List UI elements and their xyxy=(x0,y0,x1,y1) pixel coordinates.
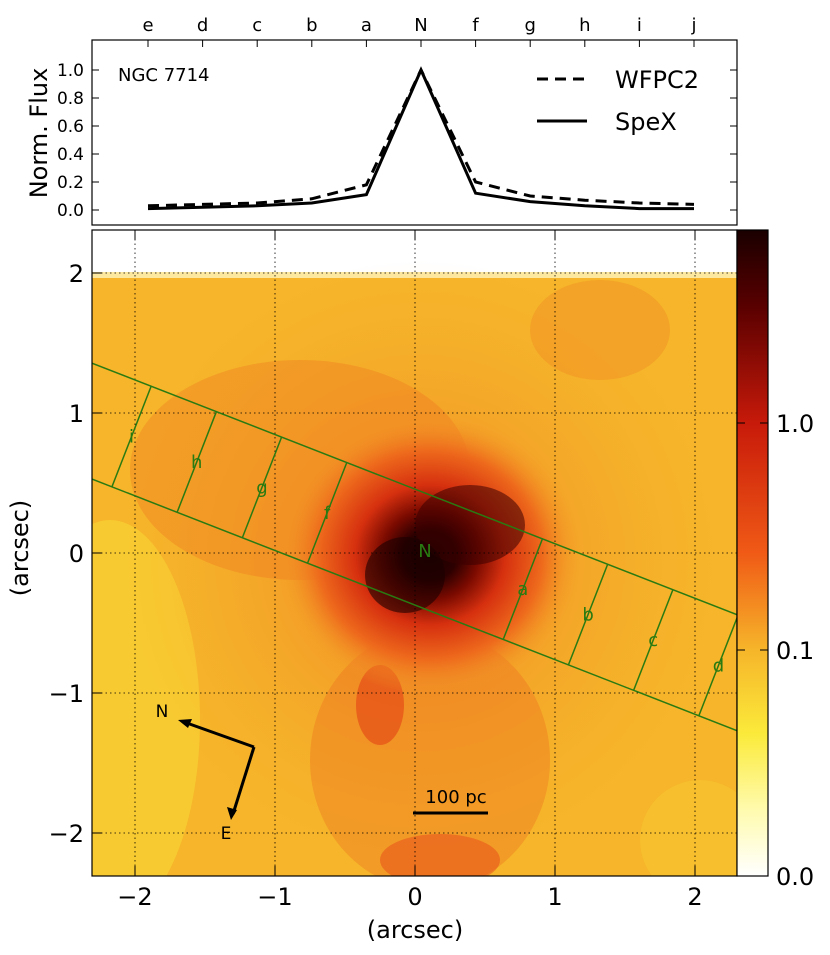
slit-aperture-label: b xyxy=(582,605,593,626)
profile-x-tick-label: i xyxy=(637,15,642,36)
profile-y-axis-label: Norm. Flux xyxy=(25,68,53,199)
profile-y-tick-label: 0.8 xyxy=(57,89,84,109)
map-x-tick-label: 1 xyxy=(547,883,562,911)
slit-aperture-label: h xyxy=(191,452,202,473)
map-x-tick-label: 2 xyxy=(687,883,702,911)
slit-divider xyxy=(111,385,152,488)
slit-divider xyxy=(567,564,609,666)
map-x-tick-label: −1 xyxy=(257,883,292,911)
slit-aperture-label: N xyxy=(418,541,431,562)
slit-divider xyxy=(502,538,544,640)
slit-divider xyxy=(306,462,348,564)
slit-aperture-label: c xyxy=(648,630,658,651)
north-arrow xyxy=(183,720,255,749)
map-y-tick-label: 2 xyxy=(69,260,84,288)
profile-x-tick-label: e xyxy=(142,15,153,36)
colorbar-tick-label: 0.1 xyxy=(776,637,814,665)
profile-x-tick-label: g xyxy=(524,15,535,36)
slit-aperture-label: f xyxy=(324,503,331,524)
scale-bar-label: 100 pc xyxy=(425,787,486,808)
series-spex-line xyxy=(147,66,694,211)
slit-divider xyxy=(176,411,218,513)
profile-x-tick-label: c xyxy=(252,15,262,36)
map-x-tick-label: −2 xyxy=(117,883,152,911)
compass-north-label: N xyxy=(156,702,169,722)
profile-series xyxy=(147,66,695,211)
profile-y-tick-label: 0.0 xyxy=(57,201,84,221)
profile-x-tick-label: d xyxy=(197,15,208,36)
colorbar-frame xyxy=(736,229,769,877)
map-x-tick-label: 0 xyxy=(407,883,422,911)
profile-y-tick-label: 1.0 xyxy=(57,61,84,81)
map-tick-marks xyxy=(92,230,696,876)
legend-spex-label: SpeX xyxy=(615,108,677,136)
slit-divider xyxy=(632,589,674,691)
slit-divider xyxy=(698,615,737,717)
profile-x-tick-label: h xyxy=(579,15,590,36)
map-y-axis-label: (arcsec) xyxy=(6,500,34,596)
colorbar-ticks: 1.0 0.1 0.0 xyxy=(737,410,814,891)
profile-x-tick-label: f xyxy=(472,15,479,36)
profile-y-tick-label: 0.4 xyxy=(57,145,84,165)
slit-divider xyxy=(241,436,283,538)
slit-aperture-label: e xyxy=(778,681,789,702)
profile-axes-frame xyxy=(91,39,738,226)
scale-bar: 100 pc xyxy=(413,787,488,815)
slit-aperture-label: a xyxy=(517,579,528,600)
compass: N E xyxy=(156,702,256,844)
map-y-tick-label: −1 xyxy=(49,680,84,708)
profile-x-tick-label: b xyxy=(306,15,317,36)
profile-x-tick-label: j xyxy=(690,15,696,36)
profile-x-tick-label: N xyxy=(414,15,427,36)
colorbar: 1.0 0.1 0.0 xyxy=(736,229,814,891)
slit-aperture-label: i xyxy=(129,427,134,448)
compass-east-label: E xyxy=(221,824,232,844)
profile-y-tick-labels: 0.0 0.2 0.4 0.6 0.8 1.0 xyxy=(57,61,737,221)
slit-aperture-label: g xyxy=(256,477,267,498)
profile-x-tick-label: a xyxy=(361,15,372,36)
slit-aperture-label: d xyxy=(713,655,724,676)
profile-legend: WFPC2 SpeX xyxy=(537,66,699,136)
profile-y-tick-label: 0.2 xyxy=(57,173,84,193)
colorbar-gradient xyxy=(737,230,768,876)
map-y-tick-label: 0 xyxy=(69,540,84,568)
east-arrow xyxy=(231,746,256,815)
map-y-tick-label: −2 xyxy=(49,820,84,848)
series-wfpc2-line xyxy=(147,66,695,208)
slit-divider xyxy=(0,335,21,436)
profile-y-tick-label: 0.6 xyxy=(57,117,84,137)
slit-edge-upper xyxy=(92,362,737,616)
map-x-axis-label: (arcsec) xyxy=(367,916,463,944)
legend-wfpc2-label: WFPC2 xyxy=(615,66,699,94)
galaxy-name-annotation: NGC 7714 xyxy=(118,65,210,86)
slit-edge-lower xyxy=(92,478,737,732)
map-x-tick-labels: −2 −1 0 1 2 xyxy=(117,883,702,911)
colorbar-tick-label: 1.0 xyxy=(776,410,814,438)
colorbar-tick-label: 0.0 xyxy=(776,863,814,891)
map-y-tick-label: 1 xyxy=(69,400,84,428)
map-y-tick-labels: 2 1 0 −1 −2 xyxy=(49,260,84,848)
